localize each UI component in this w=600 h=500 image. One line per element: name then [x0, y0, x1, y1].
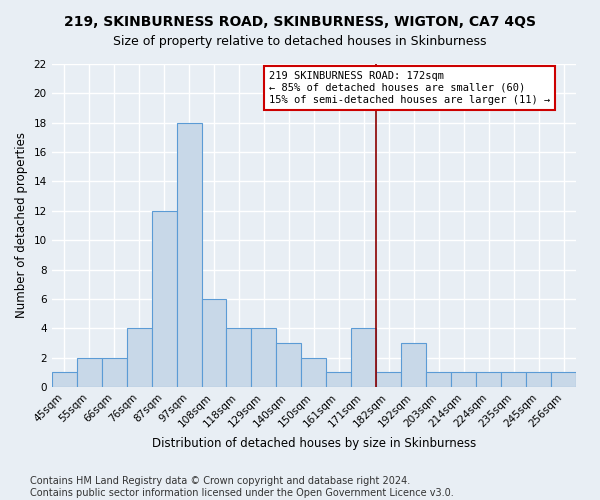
Y-axis label: Number of detached properties: Number of detached properties [15, 132, 28, 318]
Text: 219, SKINBURNESS ROAD, SKINBURNESS, WIGTON, CA7 4QS: 219, SKINBURNESS ROAD, SKINBURNESS, WIGT… [64, 15, 536, 29]
Text: Size of property relative to detached houses in Skinburness: Size of property relative to detached ho… [113, 35, 487, 48]
Bar [277, 343, 301, 387]
Bar [152, 211, 176, 387]
Bar [226, 328, 251, 387]
Bar [401, 343, 426, 387]
Bar [501, 372, 526, 387]
Bar [251, 328, 277, 387]
X-axis label: Distribution of detached houses by size in Skinburness: Distribution of detached houses by size … [152, 437, 476, 450]
Bar [376, 372, 401, 387]
Bar [127, 328, 152, 387]
Bar [476, 372, 501, 387]
Bar [176, 122, 202, 387]
Bar [326, 372, 352, 387]
Bar [77, 358, 101, 387]
Bar [551, 372, 576, 387]
Text: Contains HM Land Registry data © Crown copyright and database right 2024.
Contai: Contains HM Land Registry data © Crown c… [30, 476, 454, 498]
Bar [301, 358, 326, 387]
Bar [451, 372, 476, 387]
Bar [202, 299, 226, 387]
Bar [426, 372, 451, 387]
Text: 219 SKINBURNESS ROAD: 172sqm
← 85% of detached houses are smaller (60)
15% of se: 219 SKINBURNESS ROAD: 172sqm ← 85% of de… [269, 72, 550, 104]
Bar [526, 372, 551, 387]
Bar [101, 358, 127, 387]
Bar [352, 328, 376, 387]
Bar [52, 372, 77, 387]
